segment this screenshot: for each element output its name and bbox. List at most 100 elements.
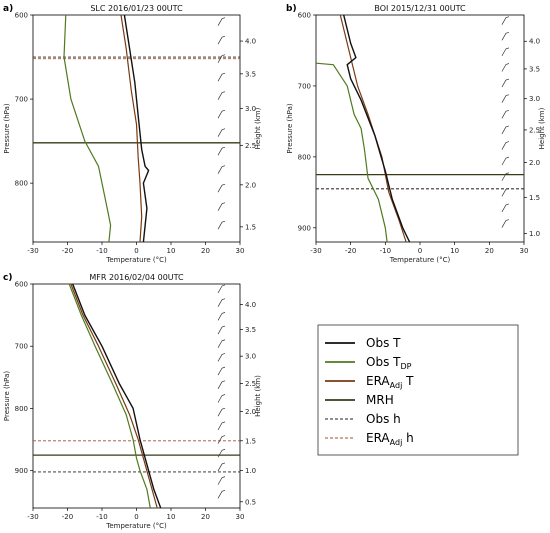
y-tick-label: 600 — [15, 281, 28, 289]
plot-frame — [32, 283, 241, 509]
height-tick-label: 2.0 — [245, 181, 256, 189]
wind-barb-icon — [501, 188, 510, 197]
panel-3: -30 -20 -10 0 10 20 30 600 700 800 900 0.5 1.0 1.5 2.0… — [3, 273, 262, 530]
height-tick-label: 3.0 — [245, 105, 256, 113]
height-tick-label: 2.0 — [529, 159, 540, 167]
x-tick-label: -30 — [27, 513, 38, 521]
height-tick-label: 0.5 — [245, 498, 256, 506]
wind-barb-icon — [217, 476, 226, 485]
wind-barb-icon — [217, 128, 226, 137]
wind-barb-icon — [217, 353, 226, 362]
wind-barb-icon — [501, 141, 510, 150]
height-tick-label: 2.5 — [245, 142, 256, 150]
wind-barb-icon — [217, 35, 226, 45]
wind-barb-icon — [501, 203, 510, 213]
wind-barb-icon — [217, 394, 226, 403]
wind-barb-icon — [217, 183, 226, 193]
wind-barb-icon — [501, 47, 510, 57]
y-axis-label: Pressure (hPa) — [3, 103, 11, 153]
panel-title: MFR 2016/02/04 00UTC — [89, 273, 184, 282]
era-t-curve — [120, 14, 143, 243]
x-tick-label: -20 — [345, 247, 356, 255]
x-axis-label: Temperature (°C) — [389, 256, 451, 264]
plot-frame — [315, 14, 525, 243]
height-tick-label: 3.0 — [245, 353, 256, 361]
x-axis-label: Temperature (°C) — [105, 256, 167, 264]
wind-barb-icon — [501, 156, 510, 166]
wind-barb-icon — [217, 462, 226, 472]
x-tick-label: 30 — [236, 513, 245, 521]
legend-obs-h-label: Obs h — [366, 412, 401, 426]
wind-barb-icon — [501, 94, 510, 103]
height-tick-label: 1.5 — [245, 437, 256, 445]
wind-barb-icon — [501, 16, 510, 25]
height-tick-label: 4.0 — [245, 301, 256, 309]
legend: Obs T Obs TDP ERAAdj T MRH Obs h ERAAdj h — [317, 324, 519, 456]
wind-barb-icon — [501, 219, 510, 228]
y-tick-label: 700 — [15, 96, 28, 104]
wind-barb-icon — [501, 109, 510, 119]
panel-title: BOI 2015/12/31 00UTC — [374, 4, 466, 13]
x-tick-label: 30 — [520, 247, 529, 255]
wind-barb-icon — [217, 366, 226, 376]
x-tick-label: 10 — [167, 513, 176, 521]
x-tick-label: 0 — [134, 513, 138, 521]
x-axis-label: Temperature (°C) — [105, 522, 167, 530]
era-t-curve — [339, 14, 407, 243]
y-tick-label: 800 — [15, 405, 28, 413]
x-tick-label: -20 — [62, 513, 73, 521]
x-tick-label: 10 — [167, 247, 176, 255]
panel-letter: a) — [3, 4, 13, 14]
y-tick-label: 800 — [15, 180, 28, 188]
x-tick-label: 20 — [485, 247, 494, 255]
y-axis-label: Pressure (hPa) — [3, 371, 11, 421]
wind-barb-icon — [501, 63, 510, 72]
height-axis-label: Height (km) — [538, 107, 546, 149]
height-tick-label: 3.0 — [529, 95, 540, 103]
wind-barb-icon — [501, 78, 510, 88]
legend-era-h-label: ERAAdj h — [366, 431, 414, 447]
height-tick-label: 1.0 — [245, 467, 256, 475]
panel-2: -30 -20 -10 0 10 20 30 600 700 800 900 1.0 1.5 2.0 2.5… — [286, 4, 546, 264]
height-tick-label: 3.5 — [529, 65, 540, 73]
x-tick-label: 0 — [418, 247, 422, 255]
legend-era-t-label: ERAAdj T — [366, 374, 414, 390]
x-tick-label: -10 — [96, 513, 107, 521]
obs-t-curve — [123, 14, 150, 243]
y-tick-label: 700 — [298, 82, 311, 90]
x-tick-label: 20 — [201, 513, 210, 521]
wind-barb-icon — [217, 435, 226, 444]
wind-barb-icon — [217, 17, 226, 26]
x-tick-label: 0 — [134, 247, 138, 255]
wind-barb-icon — [217, 489, 226, 499]
height-tick-label: 3.5 — [245, 70, 256, 78]
height-tick-label: 2.0 — [245, 408, 256, 416]
y-tick-label: 600 — [15, 12, 28, 20]
x-tick-label: -30 — [27, 247, 38, 255]
wind-barb-icon — [501, 125, 510, 135]
wind-barb-icon — [217, 165, 226, 174]
x-tick-label: -30 — [310, 247, 321, 255]
obs-tdp-curve — [63, 14, 112, 243]
height-tick-label: 1.5 — [245, 223, 256, 231]
y-tick-label: 800 — [298, 153, 311, 161]
x-tick-label: -10 — [96, 247, 107, 255]
height-tick-label: 4.0 — [529, 38, 540, 46]
y-tick-label: 900 — [15, 467, 28, 475]
legend-frame — [317, 324, 519, 456]
wind-barb-icon — [217, 325, 226, 335]
obs-tdp-curve — [68, 283, 151, 509]
height-tick-label: 2.5 — [529, 126, 540, 134]
x-tick-label: 20 — [201, 247, 210, 255]
height-axis-label: Height (km) — [254, 375, 262, 417]
y-tick-label: 600 — [298, 12, 311, 20]
wind-barb-icon — [217, 91, 226, 100]
height-tick-label: 1.5 — [529, 194, 540, 202]
wind-barb-icon — [501, 31, 510, 41]
wind-barb-icon — [217, 146, 226, 156]
wind-barb-icon — [217, 298, 226, 307]
panel-1: -30 -20 -10 0 10 20 30 600 700 800 1.5 2.0 2.5 3.0 3.5… — [3, 4, 262, 264]
y-tick-label: 700 — [15, 343, 28, 351]
x-tick-label: 30 — [236, 247, 245, 255]
